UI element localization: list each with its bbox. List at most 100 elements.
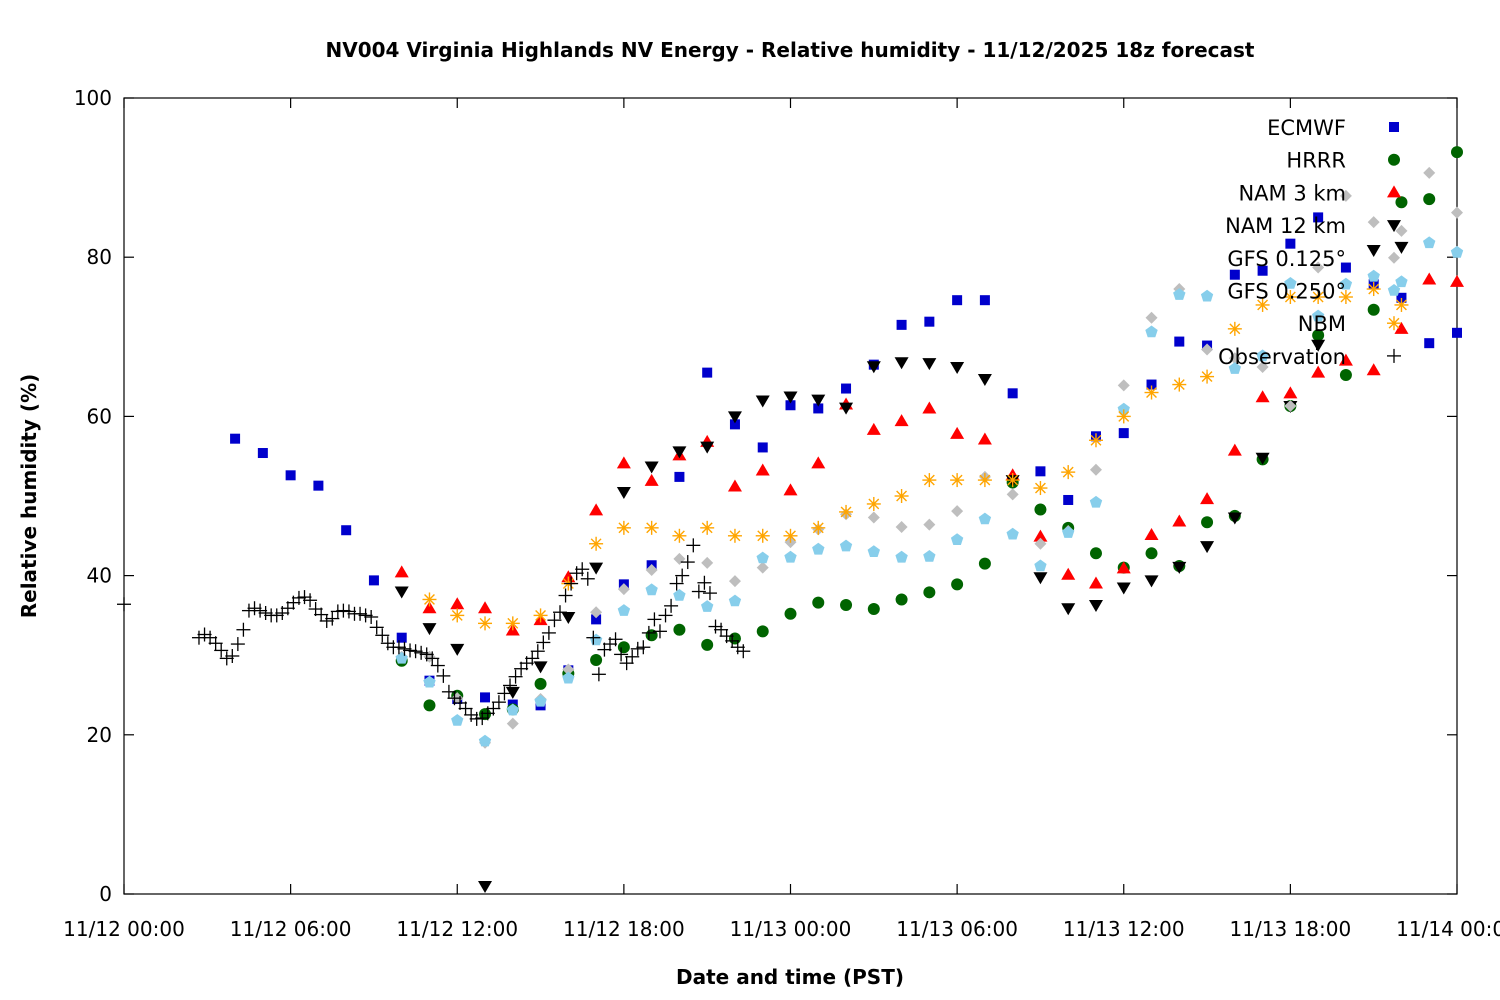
- data-point: [1424, 338, 1435, 349]
- data-point: [280, 601, 295, 616]
- data-point: [1200, 541, 1215, 554]
- data-point: [508, 669, 523, 684]
- data-point: [1339, 369, 1352, 382]
- data-point: [1033, 529, 1048, 542]
- data-point: [867, 545, 880, 557]
- data-point: [358, 608, 373, 623]
- data-point: [811, 394, 826, 407]
- data-point: [394, 565, 409, 578]
- data-point: [408, 644, 423, 659]
- data-point: [436, 668, 451, 683]
- data-point: [839, 539, 853, 552]
- data-point: [1257, 265, 1268, 276]
- data-point: [450, 643, 465, 656]
- data-point: [1255, 452, 1270, 465]
- data-point: [236, 622, 251, 637]
- data-point: [308, 602, 323, 617]
- data-point: [923, 550, 936, 562]
- data-point: [867, 603, 880, 616]
- data-point: [736, 644, 751, 659]
- data-point: [669, 576, 684, 591]
- x-tick-label: 11/13 06:00: [896, 917, 1018, 941]
- data-point: [1285, 238, 1296, 249]
- data-point: [503, 678, 518, 693]
- data-point: [1394, 321, 1409, 334]
- data-point: [478, 616, 493, 631]
- data-point: [1283, 386, 1298, 399]
- data-point: [727, 411, 742, 424]
- data-point: [619, 656, 634, 671]
- data-point: [672, 528, 687, 543]
- data-point: [1061, 603, 1076, 616]
- data-point: [486, 701, 501, 716]
- data-point: [680, 555, 695, 570]
- data-point: [691, 584, 706, 599]
- data-point: [728, 575, 741, 588]
- data-point: [353, 606, 368, 621]
- data-point: [575, 562, 590, 577]
- data-point: [313, 480, 324, 491]
- data-point: [811, 520, 826, 535]
- data-point: [664, 598, 679, 613]
- data-point: [117, 597, 131, 612]
- data-point: [702, 367, 713, 378]
- data-point: [1144, 385, 1159, 400]
- y-tick-label: 0: [99, 882, 112, 906]
- data-point: [397, 641, 412, 656]
- data-point: [214, 643, 229, 658]
- data-point: [314, 607, 329, 622]
- data-point: [1283, 290, 1298, 304]
- data-point: [590, 653, 603, 666]
- data-point: [375, 628, 390, 643]
- data-point: [1172, 561, 1187, 574]
- data-point: [784, 550, 797, 563]
- data-point: [253, 603, 268, 618]
- data-point: [1340, 262, 1351, 273]
- x-tick-label: 11/12 12:00: [396, 917, 518, 941]
- legend-label: GFS 0.250°: [1227, 280, 1346, 304]
- data-point: [1452, 327, 1462, 338]
- data-point: [480, 692, 491, 703]
- data-point: [1172, 514, 1187, 527]
- data-point: [895, 593, 908, 606]
- data-point: [673, 552, 686, 565]
- data-point: [728, 594, 742, 607]
- data-point: [1173, 288, 1186, 300]
- data-point: [1451, 206, 1463, 219]
- data-point: [756, 625, 769, 638]
- data-point: [812, 542, 825, 555]
- data-point: [1312, 329, 1325, 342]
- data-point: [645, 564, 658, 577]
- data-point: [478, 601, 493, 614]
- data-point: [1366, 363, 1381, 376]
- data-point: [1284, 277, 1297, 289]
- x-tick-label: 11/12 06:00: [230, 917, 352, 941]
- data-point: [1284, 400, 1297, 413]
- data-point: [1395, 275, 1408, 288]
- data-point: [1423, 236, 1436, 249]
- y-axis-label: Relative humidity (%): [17, 374, 41, 619]
- data-point: [922, 358, 937, 371]
- data-point: [895, 521, 908, 534]
- data-point: [1063, 494, 1074, 505]
- data-point: [505, 616, 520, 631]
- data-point: [950, 533, 964, 545]
- data-point: [783, 528, 798, 543]
- data-point: [616, 456, 631, 469]
- data-point: [1089, 463, 1102, 476]
- data-point: [497, 686, 512, 701]
- data-point: [451, 714, 464, 726]
- data-point: [977, 432, 992, 445]
- data-point: [422, 592, 437, 607]
- data-point: [230, 637, 245, 652]
- data-point: [469, 711, 484, 726]
- data-point: [219, 651, 234, 666]
- data-point: [430, 658, 445, 673]
- data-point: [950, 426, 965, 439]
- data-point: [978, 512, 992, 525]
- data-point: [730, 640, 745, 655]
- data-point: [755, 528, 770, 543]
- y-tick-label: 20: [87, 723, 112, 747]
- data-point: [441, 684, 456, 699]
